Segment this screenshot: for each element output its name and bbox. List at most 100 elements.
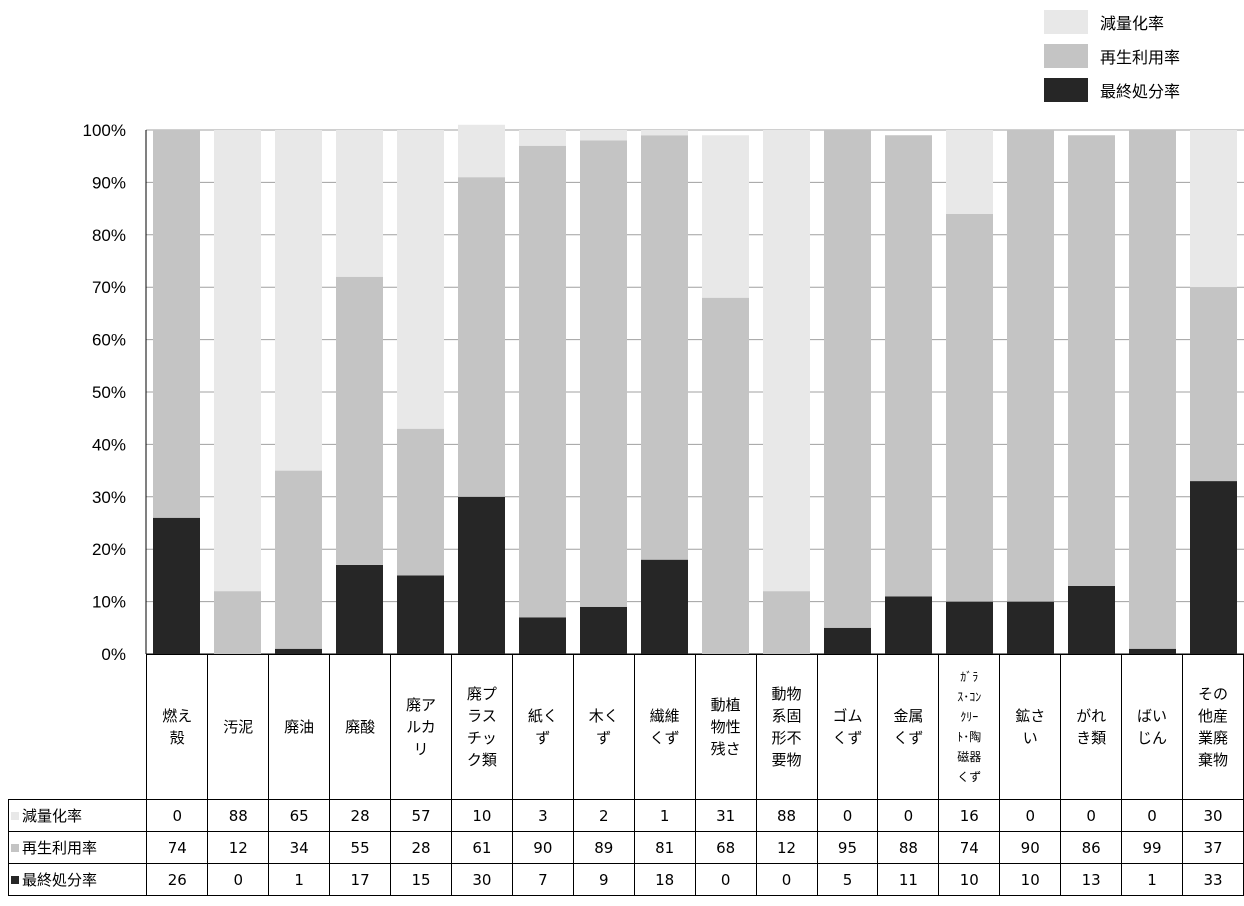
legend-label-reduction: 減量化率 (1100, 14, 1165, 33)
bar-segment-reduction (336, 130, 383, 277)
value-cell: 95 (816, 831, 879, 864)
value-cell: 81 (633, 831, 696, 864)
value-cell: 74 (938, 831, 1001, 864)
category-label: その他産業廃棄物 (1197, 685, 1228, 769)
category-label: 燃え殻 (162, 707, 193, 747)
bar-segment-recycling (336, 276, 383, 565)
value-cell: 28 (390, 831, 452, 864)
table-corner (9, 655, 147, 800)
bar-segment-final (1129, 648, 1176, 654)
row-swatch-reduction (11, 811, 19, 820)
category-cell: 廃酸 (329, 654, 392, 800)
bar-segment-recycling (519, 145, 566, 618)
y-tick-label: 60% (92, 331, 126, 350)
bar-segment-final (1068, 585, 1115, 654)
value-cell: 0 (146, 799, 209, 832)
category-cell: 汚泥 (207, 654, 270, 800)
bar-segment-recycling (1190, 287, 1237, 482)
y-tick-label: 0% (101, 645, 126, 660)
value-cell: 34 (268, 831, 331, 864)
value-cell: 0 (1060, 799, 1123, 832)
category-label: 廃アルカリ (405, 696, 436, 758)
bar-segment-reduction (946, 130, 993, 214)
category-label: 廃油 (284, 718, 315, 736)
bar-segment-final (641, 559, 688, 654)
value-cell: 88 (877, 831, 940, 864)
row-header-label: 再生利用率 (22, 838, 98, 857)
value-cell: 0 (694, 863, 757, 896)
value-cell: 16 (938, 799, 1001, 832)
value-cell: 17 (329, 863, 392, 896)
bar-segment-final (580, 606, 627, 654)
bar-segment-recycling (702, 297, 749, 654)
category-label: 繊維くず (649, 707, 680, 747)
value-cell: 30 (450, 863, 513, 896)
category-label: 紙くず (527, 707, 558, 747)
value-cell: 0 (816, 799, 879, 832)
category-label: 廃プラスチック類 (466, 685, 497, 769)
bar-segment-final (1190, 481, 1237, 654)
value-cell: 88 (207, 799, 270, 832)
category-cell: ｶﾞﾗｽ･ｺﾝｸﾘｰﾄ･陶磁器くず (938, 654, 1001, 800)
bar-segment-recycling (397, 428, 444, 576)
bar-segment-recycling (458, 177, 505, 497)
bar-segment-reduction (519, 130, 566, 146)
value-cell: 74 (146, 831, 209, 864)
y-tick-label: 20% (92, 540, 126, 559)
category-label: 金属くず (893, 707, 924, 747)
value-cell: 57 (390, 799, 452, 832)
y-tick-label: 40% (92, 435, 126, 454)
bar-segment-reduction (580, 130, 627, 141)
table-row-reduction: 減量化率 0 88 65 28 57 10 3 2 1 31 88 0 0 16 0 0 0 30 (7, 799, 1244, 832)
row-swatch-final (11, 875, 19, 884)
category-label: ｶﾞﾗｽ･ｺﾝｸﾘｰﾄ･陶磁器くず (957, 670, 982, 784)
category-cell: 繊維くず (633, 654, 696, 800)
bar-segment-reduction (214, 130, 261, 592)
value-cell: 31 (694, 799, 757, 832)
category-label: ばいじん (1137, 707, 1168, 747)
bar-segment-reduction (458, 124, 505, 178)
value-cell: 33 (1182, 863, 1244, 896)
value-cell: 7 (511, 863, 574, 896)
value-cell: 90 (999, 831, 1062, 864)
bar-segment-final (519, 617, 566, 654)
value-cell: 10 (450, 799, 513, 832)
value-cell: 13 (1060, 863, 1123, 896)
value-cell: 86 (1060, 831, 1123, 864)
bar-segment-reduction (397, 130, 444, 429)
value-cell: 11 (877, 863, 940, 896)
table-row-recycling: 再生利用率 74 12 34 55 28 61 90 89 81 68 12 95 88 74 90 86 99 3… (7, 831, 1244, 864)
bar-segment-final (1007, 601, 1054, 654)
category-cell: 燃え殻 (146, 654, 209, 800)
category-cell: 木くず (572, 654, 635, 800)
value-cell: 65 (268, 799, 331, 832)
category-cell: 紙くず (511, 654, 574, 800)
legend: 減量化率 再生利用率 最終処分率 (1044, 10, 1180, 112)
bar-segment-final (397, 575, 444, 654)
category-cell: 金属くず (877, 654, 940, 800)
value-cell: 12 (207, 831, 270, 864)
value-cell: 30 (1182, 799, 1244, 832)
y-tick-label: 50% (92, 383, 126, 402)
legend-item-reduction: 減量化率 (1044, 10, 1180, 34)
legend-item-final: 最終処分率 (1044, 78, 1180, 102)
category-cell: がれき類 (1060, 654, 1123, 800)
bar-segment-recycling (885, 135, 932, 597)
value-cell: 99 (1121, 831, 1184, 864)
row-header-recycling: 再生利用率 (7, 831, 148, 864)
value-cell: 1 (633, 799, 696, 832)
bar-segment-recycling (1007, 130, 1054, 602)
value-cell: 26 (146, 863, 209, 896)
category-label: がれき類 (1076, 707, 1107, 747)
value-cell: 2 (572, 799, 635, 832)
bar-segment-final (153, 517, 200, 654)
category-label: 動物系固形不要物 (771, 685, 802, 769)
bar-segment-reduction (702, 135, 749, 298)
category-cell: 鉱さい (999, 654, 1062, 800)
category-label: 汚泥 (223, 718, 254, 736)
bar-segment-recycling (1068, 135, 1115, 586)
value-cell: 1 (268, 863, 331, 896)
category-cell: ばいじん (1121, 654, 1184, 800)
table-row-final: 最終処分率 26 0 1 17 15 30 7 9 18 0 0 5 11 10 10 13 1 33 (7, 863, 1244, 896)
value-cell: 18 (633, 863, 696, 896)
